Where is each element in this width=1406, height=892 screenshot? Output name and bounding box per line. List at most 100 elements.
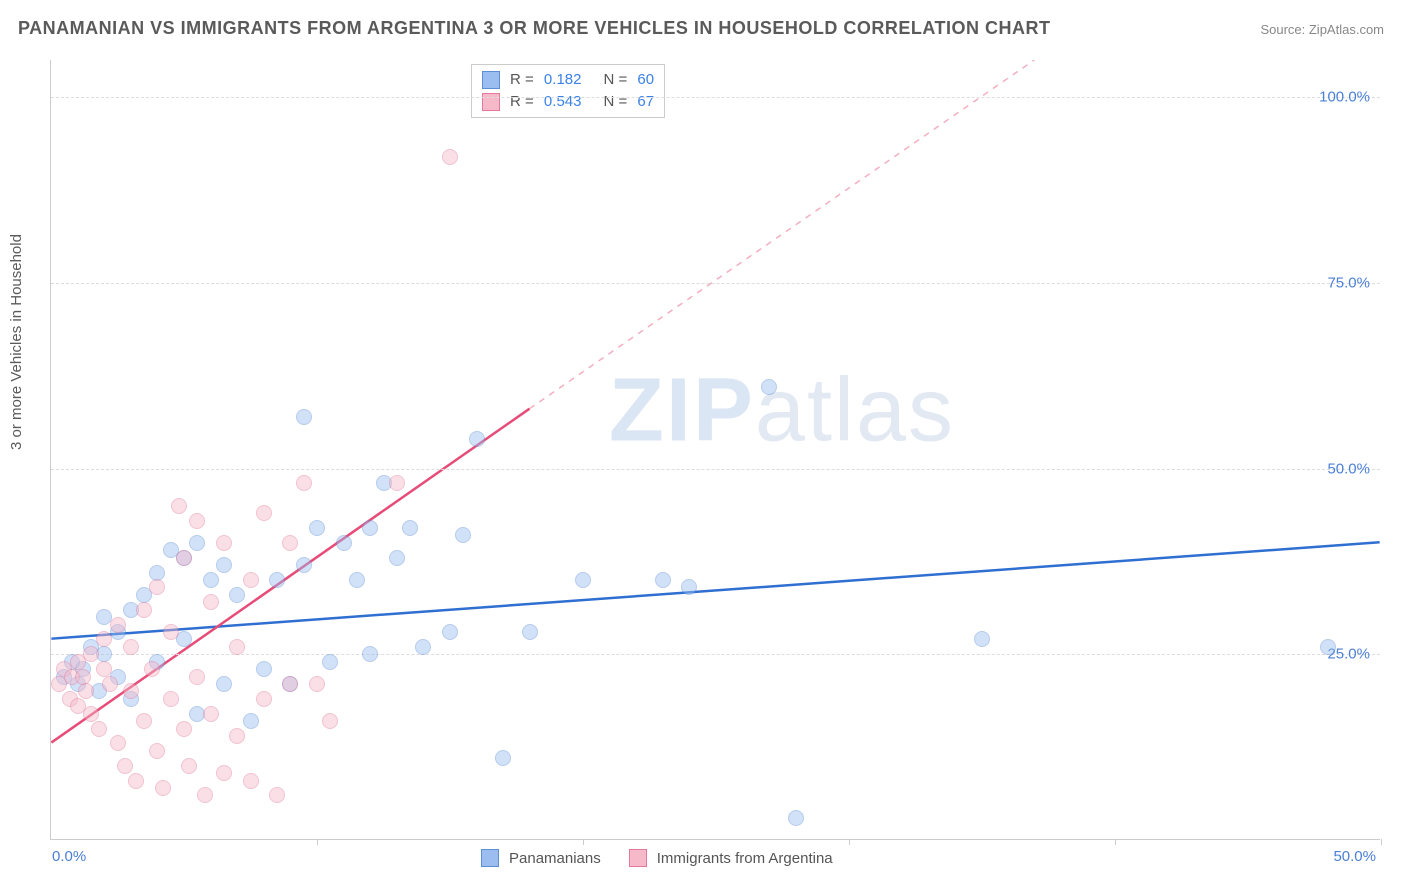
scatter-point — [123, 639, 139, 655]
scatter-point — [322, 713, 338, 729]
scatter-point — [322, 654, 338, 670]
gridline-h — [51, 283, 1380, 284]
x-tick-mark — [849, 839, 850, 845]
gridline-h — [51, 654, 1380, 655]
x-tick-min: 0.0% — [52, 848, 86, 865]
scatter-point — [78, 683, 94, 699]
scatter-point — [149, 565, 165, 581]
stats-legend-box: R = 0.182N = 60R = 0.543 N = 67 — [471, 64, 665, 118]
legend-label: Panamanians — [509, 850, 601, 867]
x-tick-mark — [583, 839, 584, 845]
scatter-point — [455, 527, 471, 543]
scatter-point — [389, 475, 405, 491]
scatter-point — [189, 535, 205, 551]
scatter-point — [402, 520, 418, 536]
scatter-point — [243, 773, 259, 789]
scatter-point — [91, 721, 107, 737]
scatter-point — [296, 557, 312, 573]
scatter-point — [788, 810, 804, 826]
scatter-point — [216, 765, 232, 781]
scatter-point — [216, 535, 232, 551]
scatter-point — [256, 691, 272, 707]
scatter-point — [522, 624, 538, 640]
scatter-point — [203, 594, 219, 610]
scatter-point — [96, 661, 112, 677]
chart-plot-area: ZIPatlas R = 0.182N = 60R = 0.543N = 67 … — [50, 60, 1380, 840]
scatter-point — [123, 683, 139, 699]
scatter-point — [229, 587, 245, 603]
stats-row: R = 0.182N = 60 — [482, 69, 654, 91]
legend-label: Immigrants from Argentina — [657, 850, 833, 867]
legend-swatch — [481, 849, 499, 867]
scatter-point — [415, 639, 431, 655]
scatter-point — [974, 631, 990, 647]
scatter-point — [309, 520, 325, 536]
scatter-point — [203, 706, 219, 722]
N-label: N = — [603, 91, 627, 113]
scatter-point — [171, 498, 187, 514]
legend-swatch — [482, 71, 500, 89]
scatter-point — [189, 669, 205, 685]
N-value: 67 — [633, 91, 654, 113]
scatter-point — [1320, 639, 1336, 655]
scatter-point — [216, 557, 232, 573]
x-tick-mark — [1381, 839, 1382, 845]
scatter-point — [102, 676, 118, 692]
scatter-point — [681, 579, 697, 595]
scatter-point — [75, 669, 91, 685]
gridline-h — [51, 469, 1380, 470]
x-tick-mark — [317, 839, 318, 845]
scatter-point — [309, 676, 325, 692]
legend-swatch — [629, 849, 647, 867]
y-tick-label: 100.0% — [1319, 89, 1370, 106]
N-value: 60 — [633, 69, 654, 91]
scatter-point — [229, 728, 245, 744]
scatter-point — [110, 617, 126, 633]
scatter-point — [149, 579, 165, 595]
scatter-point — [256, 661, 272, 677]
scatter-point — [243, 572, 259, 588]
stats-row: R = 0.543N = 67 — [482, 91, 654, 113]
bottom-legend: Panamanians Immigrants from Argentina — [481, 849, 833, 867]
trend-line — [51, 542, 1379, 638]
scatter-point — [282, 535, 298, 551]
scatter-point — [282, 676, 298, 692]
N-label: N = — [603, 69, 627, 91]
scatter-point — [117, 758, 133, 774]
y-axis-label: 3 or more Vehicles in Household — [8, 234, 25, 450]
scatter-point — [229, 639, 245, 655]
R-value: 0.543 — [540, 91, 582, 113]
scatter-point — [269, 787, 285, 803]
y-tick-label: 75.0% — [1327, 274, 1370, 291]
scatter-point — [176, 550, 192, 566]
scatter-point — [181, 758, 197, 774]
scatter-point — [389, 550, 405, 566]
scatter-point — [96, 631, 112, 647]
scatter-point — [349, 572, 365, 588]
scatter-point — [256, 505, 272, 521]
scatter-point — [296, 409, 312, 425]
scatter-point — [189, 513, 205, 529]
scatter-point — [163, 691, 179, 707]
legend-item: Immigrants from Argentina — [629, 849, 833, 867]
scatter-point — [442, 149, 458, 165]
scatter-point — [149, 743, 165, 759]
scatter-point — [469, 431, 485, 447]
scatter-point — [216, 676, 232, 692]
chart-title: PANAMANIAN VS IMMIGRANTS FROM ARGENTINA … — [18, 18, 1051, 39]
gridline-h — [51, 97, 1380, 98]
scatter-point — [128, 773, 144, 789]
scatter-point — [155, 780, 171, 796]
scatter-point — [243, 713, 259, 729]
scatter-point — [83, 646, 99, 662]
scatter-point — [442, 624, 458, 640]
watermark-zip: ZIP — [609, 360, 755, 460]
scatter-point — [362, 646, 378, 662]
y-tick-label: 50.0% — [1327, 460, 1370, 477]
scatter-point — [269, 572, 285, 588]
scatter-point — [655, 572, 671, 588]
scatter-point — [495, 750, 511, 766]
scatter-point — [136, 713, 152, 729]
scatter-point — [362, 520, 378, 536]
R-label: R = — [510, 69, 534, 91]
